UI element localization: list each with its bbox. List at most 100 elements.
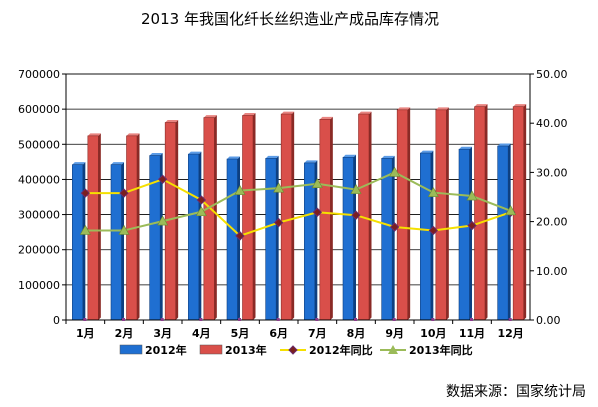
bar-side [82, 162, 86, 320]
bar [188, 153, 200, 321]
baseline-marker [354, 318, 357, 321]
category-label: 2月 [115, 327, 134, 340]
bar-top [358, 111, 372, 115]
baseline-marker [508, 318, 512, 321]
series-line [85, 178, 511, 238]
legend-label: 2013年 [225, 343, 267, 357]
bar [342, 156, 354, 321]
right-axis-tick-label: 10.00 [536, 265, 568, 278]
category-label: 7月 [308, 327, 327, 340]
line-series [79, 166, 517, 241]
category-label: 12月 [498, 327, 524, 340]
bar-top [265, 155, 279, 159]
data-point [466, 190, 478, 201]
data-point [118, 224, 130, 235]
bar-top [343, 154, 356, 158]
axes: 0 100000 200000 300000 400000 500000 600000 700… [18, 68, 568, 340]
baseline-marker [431, 318, 435, 321]
bar-top [319, 116, 333, 120]
data-point [505, 205, 517, 216]
data-point [427, 186, 439, 197]
legend-swatch [119, 344, 143, 355]
legend: 2012年 2013年 2012年同比 2013年同比 [119, 343, 473, 357]
bar-side [253, 112, 256, 321]
bar [458, 148, 470, 321]
bar-side [392, 155, 395, 320]
right-axis-tick-label: 30.00 [536, 166, 568, 179]
category-label: 5月 [231, 327, 250, 340]
baseline-marker [83, 318, 87, 321]
data-point [273, 182, 285, 193]
bar-top [149, 153, 163, 156]
baseline-marker [315, 318, 319, 321]
data-point [311, 178, 323, 189]
bar-side [353, 154, 356, 320]
bar-side [121, 162, 124, 320]
category-label: 3月 [153, 327, 172, 340]
bar [497, 145, 509, 321]
baseline-marker [238, 318, 241, 321]
bar-side [98, 133, 101, 320]
data-point [351, 210, 361, 220]
bar [226, 158, 238, 321]
category-label: 4月 [192, 327, 211, 340]
data-point [80, 188, 91, 198]
category-label: 6月 [269, 327, 288, 340]
bar [474, 106, 486, 321]
bar-top [72, 162, 86, 165]
bar-side [446, 107, 449, 321]
bar-top [203, 115, 217, 118]
bar-top [111, 162, 124, 165]
data-point [157, 174, 168, 184]
data-point [350, 184, 362, 194]
bar-side [523, 104, 527, 320]
bar-top [126, 133, 140, 136]
baseline-marker [470, 318, 473, 321]
bar [435, 109, 447, 321]
right-axis-tick-label: 40.00 [536, 117, 568, 130]
data-point [235, 231, 245, 241]
bar-top [304, 160, 318, 163]
bar-side [485, 104, 488, 320]
left-axis-tick-label: 200000 [18, 244, 60, 257]
bar-side [198, 151, 202, 320]
bar-top [281, 111, 295, 115]
data-point [312, 207, 323, 217]
baseline-marker [122, 318, 125, 321]
bar [242, 115, 254, 321]
bar-top [188, 151, 202, 155]
legend-label: 2012年同比 [309, 343, 373, 357]
bar-side [291, 111, 295, 320]
bar-side [175, 119, 179, 320]
bar-side [508, 143, 511, 320]
bar-top [497, 143, 511, 147]
bar [164, 122, 176, 321]
category-label: 1月 [76, 327, 95, 340]
category-label: 9月 [385, 327, 404, 340]
bar-side [314, 160, 318, 320]
category-label: 10月 [420, 327, 446, 340]
bar-top [459, 146, 472, 150]
baseline-marker [199, 318, 203, 321]
bar-side [330, 116, 333, 320]
data-point [119, 188, 129, 198]
bar-side [430, 150, 434, 320]
bar-top [87, 133, 101, 136]
bar-side [469, 146, 472, 320]
left-axis-tick-label: 700000 [18, 68, 60, 81]
left-axis-tick-label: 100000 [18, 279, 60, 292]
left-axis-tick-label: 500000 [18, 138, 60, 151]
bar [420, 152, 432, 321]
baseline-marker [392, 318, 396, 321]
left-axis-tick-label: 0 [53, 314, 60, 327]
bar [110, 164, 122, 321]
data-point [157, 215, 169, 226]
bar-side [276, 155, 279, 320]
baseline-marker [276, 318, 280, 321]
bar [203, 117, 215, 321]
bar-side [369, 111, 372, 320]
series-line [85, 171, 512, 232]
legend-label: 2013年同比 [409, 343, 473, 357]
data-point [79, 224, 91, 235]
